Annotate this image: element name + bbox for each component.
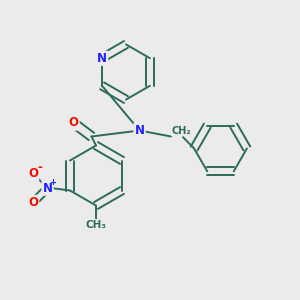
Text: +: + [50, 178, 56, 187]
Text: N: N [43, 182, 52, 195]
Text: O: O [28, 196, 38, 209]
Text: CH₃: CH₃ [85, 220, 106, 230]
Text: CH₂: CH₂ [172, 126, 191, 136]
Text: O: O [28, 167, 38, 180]
Text: N: N [134, 124, 145, 137]
Text: N: N [97, 52, 107, 65]
Text: -: - [37, 160, 42, 174]
Text: O: O [68, 116, 79, 130]
